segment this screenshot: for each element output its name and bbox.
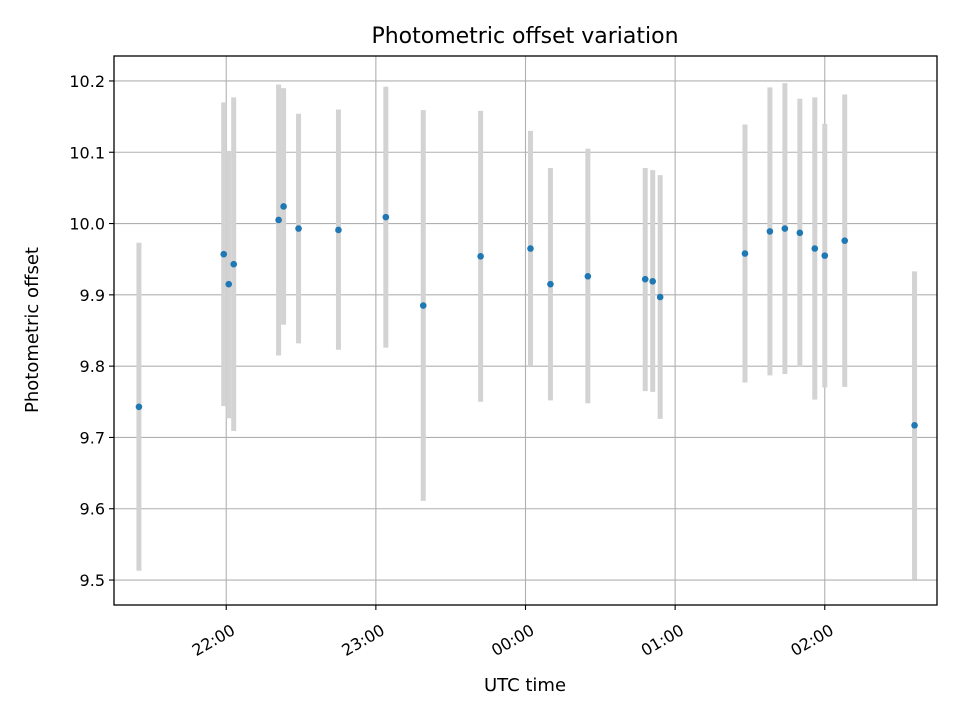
data-point [781, 225, 789, 232]
data-point [656, 293, 664, 301]
y-tick-label: 10.2 [69, 72, 105, 91]
data-point [477, 253, 484, 260]
y-tick-label: 10.1 [69, 143, 105, 162]
data-point [382, 213, 390, 221]
data-point [280, 203, 287, 210]
data-point [796, 229, 804, 237]
chart-title: Photometric offset variation [371, 24, 678, 49]
y-tick-label: 9.6 [80, 500, 105, 519]
data-point [841, 237, 849, 244]
data-point [335, 226, 342, 234]
data-point [584, 273, 592, 280]
data-point [295, 225, 302, 232]
data-point [225, 280, 233, 288]
y-tick-label: 9.7 [80, 428, 105, 447]
y-axis-label: Photometric offset [22, 247, 43, 413]
data-point [811, 245, 819, 252]
data-point [741, 250, 749, 257]
data-point [766, 228, 774, 235]
data-point [547, 280, 554, 288]
y-tick-label: 9.5 [80, 571, 105, 590]
data-point [220, 250, 228, 258]
data-points [135, 203, 918, 429]
data-point [230, 260, 238, 268]
x-axis-label: UTC time [484, 675, 566, 696]
data-point [419, 302, 427, 309]
data-point [641, 275, 649, 283]
y-tick-label: 9.8 [80, 357, 105, 376]
data-point [527, 245, 534, 252]
data-point [275, 216, 282, 224]
y-tick-label: 9.9 [80, 286, 105, 305]
y-tick-label: 10.0 [69, 215, 105, 234]
data-point [821, 252, 829, 259]
y-axis-ticks: 9.5 9.6 9.7 9.8 9.9 10.0 10.1 10.2 [69, 72, 114, 590]
data-point [649, 278, 656, 285]
data-point [911, 422, 918, 429]
data-point [135, 403, 143, 411]
